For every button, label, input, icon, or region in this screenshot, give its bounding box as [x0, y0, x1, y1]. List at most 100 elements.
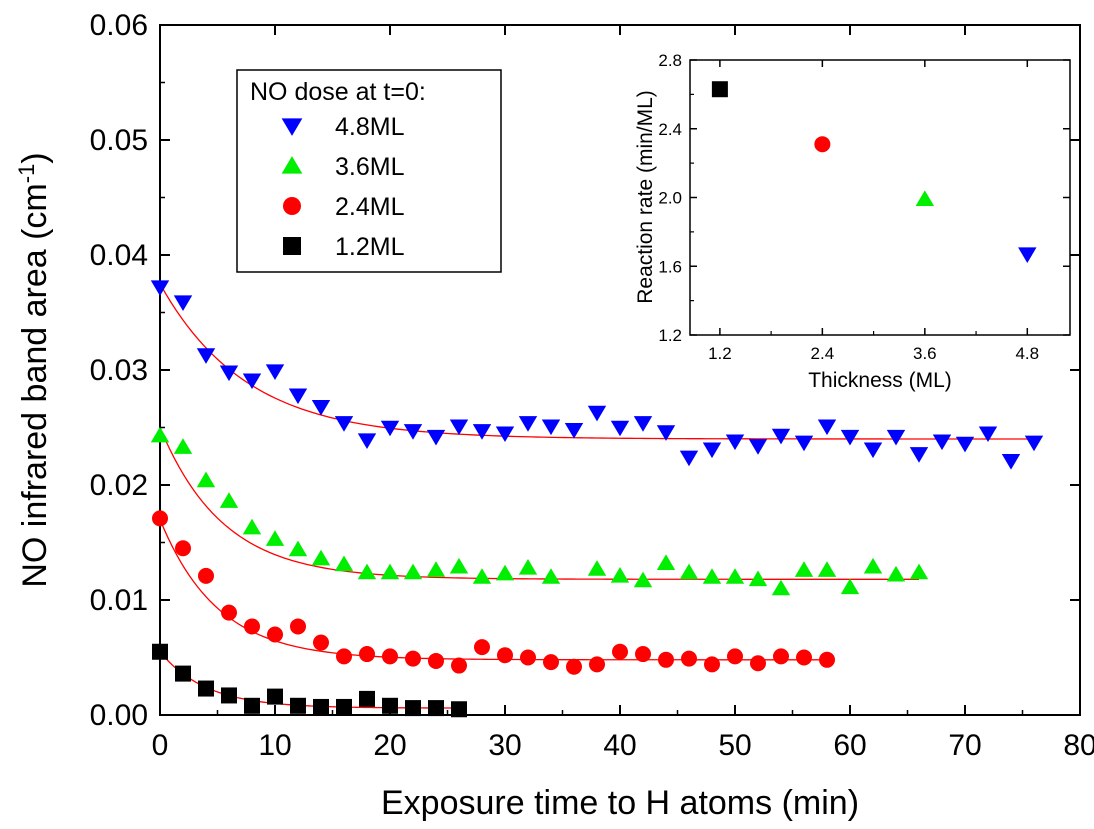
data-point-s36	[380, 563, 400, 580]
legend-box	[236, 69, 502, 273]
legend-label-s12: 1.2ML	[335, 233, 405, 261]
data-point-s24	[290, 618, 306, 635]
data-point-s36	[679, 563, 699, 580]
data-point-s12	[198, 680, 214, 697]
inset-plot-frame	[689, 59, 1071, 336]
data-point-s48	[932, 434, 952, 451]
data-point-s48	[909, 447, 929, 463]
x-axis-title: Exposure time to H atoms (min)	[381, 784, 859, 822]
fit-curve-s48	[159, 283, 1034, 440]
inset-y-tick-label: 1.2	[658, 326, 682, 345]
data-point-s48	[334, 416, 354, 432]
data-point-s24	[658, 651, 674, 668]
inset-x-axis-title: Thickness (ML)	[808, 369, 952, 392]
data-point-s36	[817, 561, 837, 577]
data-point-s24	[589, 656, 605, 673]
inset-y-tick-label: 2.0	[658, 189, 682, 208]
y-axis-title-superscript: -1	[14, 164, 39, 184]
data-point-s48	[242, 373, 262, 390]
legend-marker-s12	[283, 237, 301, 255]
x-tick-label: 0	[152, 729, 169, 762]
data-point-s48	[357, 433, 377, 449]
legend-marker-s48	[281, 118, 303, 136]
x-axis-ticks: 0 10 20 30 40 50 60 70 80	[152, 25, 1094, 762]
data-point-s48	[679, 450, 699, 467]
x-tick-label: 80	[1063, 729, 1094, 762]
legend-title: NO dose at t=0:	[250, 78, 426, 106]
data-point-s48	[610, 420, 630, 437]
data-point-s48	[771, 428, 791, 445]
data-point-s48	[495, 426, 515, 443]
legend: NO dose at t=0: 4.8ML 3.6ML 2.4ML 1.2ML	[236, 69, 502, 273]
data-point-s24	[566, 658, 582, 675]
data-point-s24	[704, 656, 720, 673]
inset-plot: 1.2 2.4 3.6 4.8 1.2 1.6 2.0 2.4 2.8 Thickness (…	[634, 51, 1071, 392]
inset-data-point	[814, 136, 831, 153]
data-point-s36	[219, 492, 239, 508]
data-point-s48	[265, 364, 285, 380]
data-point-s48	[702, 442, 722, 459]
data-point-s12	[152, 643, 168, 660]
data-point-s24	[198, 567, 214, 584]
data-point-s48	[380, 420, 400, 437]
inset-data-markers	[711, 81, 1037, 264]
data-point-s36	[357, 563, 377, 580]
data-point-s48	[150, 280, 170, 296]
x-tick-label: 70	[948, 729, 981, 762]
data-point-s48	[633, 416, 653, 432]
data-point-s48	[840, 429, 860, 446]
data-point-s24	[175, 540, 191, 557]
legend-marker-s36	[281, 156, 303, 174]
data-point-s36	[426, 561, 446, 577]
inset-y-tick-label: 2.8	[658, 51, 682, 70]
data-point-s48	[955, 436, 975, 453]
data-point-s12	[451, 701, 467, 718]
data-point-s24	[520, 649, 536, 666]
data-point-s48	[1024, 435, 1044, 452]
data-point-s48	[173, 295, 193, 311]
data-point-s36	[587, 560, 607, 576]
inset-data-point	[915, 190, 935, 207]
legend-marker-s24	[283, 197, 301, 215]
data-point-s48	[288, 388, 308, 405]
data-point-s36	[495, 564, 515, 581]
data-point-s48	[1001, 454, 1021, 470]
data-point-s36	[633, 571, 653, 588]
data-point-s48	[748, 439, 768, 455]
y-axis-ticks: 0.00 0.01 0.02 0.03 0.04 0.05 0.06	[90, 9, 1080, 732]
data-point-s48	[725, 434, 745, 451]
data-point-s36	[610, 567, 630, 583]
data-point-s24	[796, 649, 812, 666]
data-point-s48	[472, 424, 492, 440]
y-tick-label: 0.01	[90, 584, 148, 617]
data-point-s24	[750, 655, 766, 672]
x-tick-label: 10	[258, 729, 291, 762]
data-point-s36	[909, 563, 929, 580]
data-point-s24	[405, 650, 421, 667]
data-point-s48	[403, 424, 423, 440]
inset-y-tick-label: 2.4	[658, 120, 682, 139]
y-tick-label: 0.04	[90, 239, 148, 272]
legend-label-s48: 4.8ML	[335, 113, 405, 141]
data-point-s48	[978, 426, 998, 443]
data-point-s48	[196, 348, 216, 364]
data-point-s48	[219, 365, 239, 382]
data-point-s36	[840, 578, 860, 595]
data-point-s24	[152, 510, 168, 527]
inset-data-point	[1018, 247, 1037, 264]
data-point-s24	[497, 647, 513, 664]
data-point-s48	[564, 423, 584, 439]
data-point-s24	[543, 654, 559, 671]
y-tick-label: 0.02	[90, 469, 148, 502]
y-axis-title: NO infrared band area (cm-1)	[14, 152, 54, 587]
data-point-s12	[313, 698, 329, 715]
data-point-s12	[221, 687, 237, 704]
data-point-s48	[794, 435, 814, 452]
data-point-s24	[359, 646, 375, 663]
x-tick-label: 50	[718, 729, 751, 762]
data-point-s48	[587, 405, 607, 422]
inset-x-tick-label: 2.4	[811, 344, 835, 363]
data-point-s36	[449, 557, 469, 574]
data-point-s36	[403, 563, 423, 580]
data-point-s12	[175, 665, 191, 682]
